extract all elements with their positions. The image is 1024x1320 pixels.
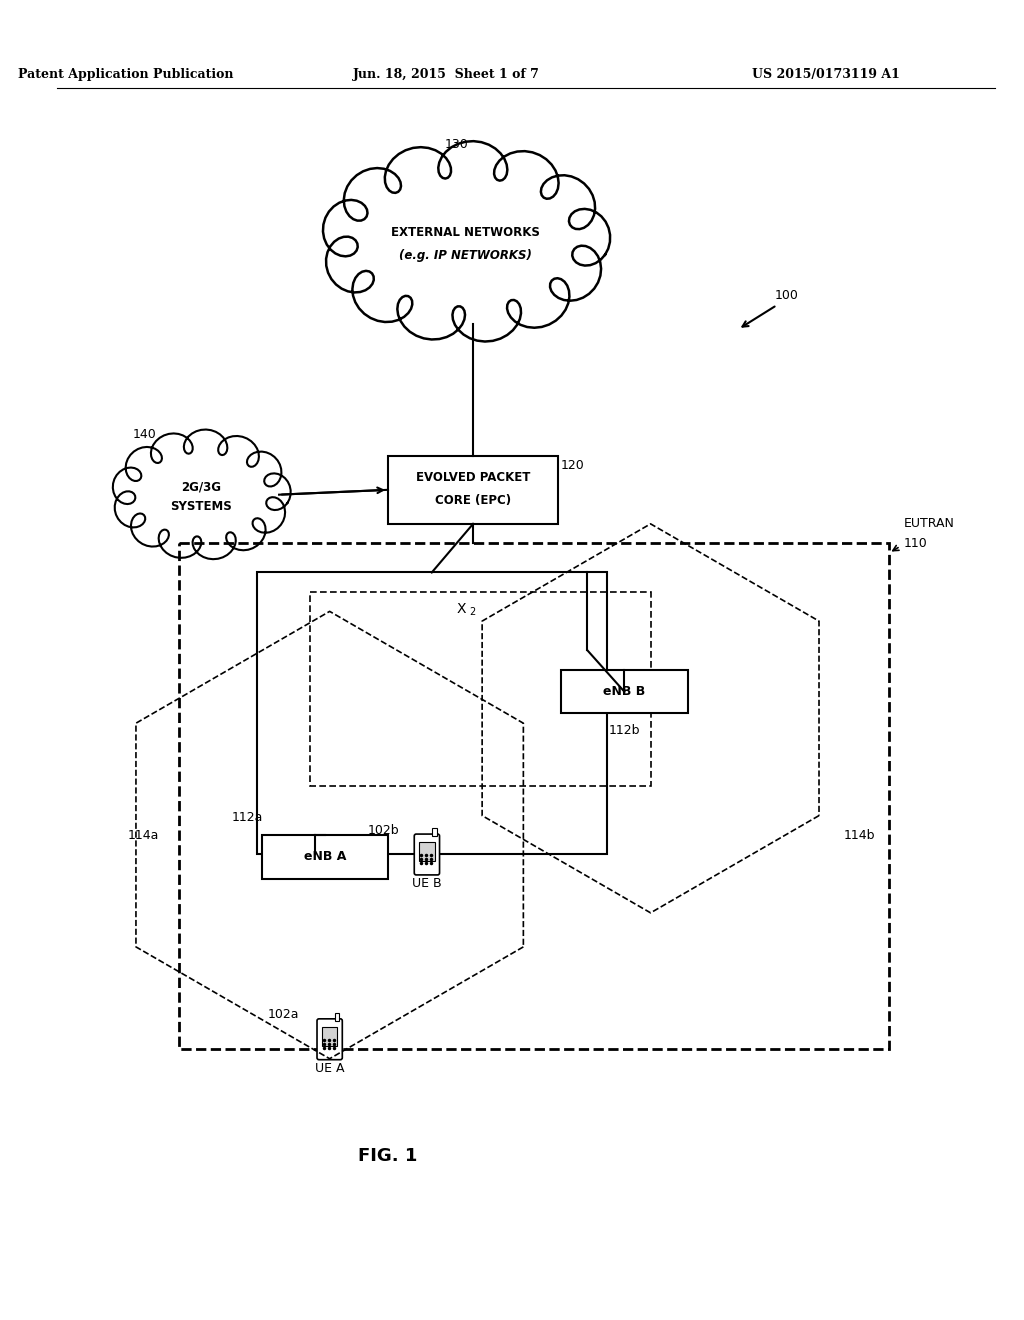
Text: EUTRAN: EUTRAN <box>903 517 954 531</box>
FancyBboxPatch shape <box>415 834 439 875</box>
Text: 120: 120 <box>561 459 585 473</box>
Text: eNB B: eNB B <box>603 685 645 698</box>
Text: 140: 140 <box>133 428 157 441</box>
Text: eNB A: eNB A <box>303 850 346 863</box>
Text: 2G/3G: 2G/3G <box>181 480 221 494</box>
Text: UE A: UE A <box>315 1061 344 1074</box>
Text: EXTERNAL NETWORKS: EXTERNAL NETWORKS <box>391 226 541 239</box>
Text: 100: 100 <box>775 289 799 302</box>
FancyBboxPatch shape <box>335 1012 339 1020</box>
Text: 2: 2 <box>469 607 476 618</box>
FancyBboxPatch shape <box>317 1019 342 1060</box>
Text: 102b: 102b <box>368 824 399 837</box>
Text: 112b: 112b <box>608 725 640 738</box>
Text: 102a: 102a <box>267 1008 299 1022</box>
Text: 112a: 112a <box>231 810 263 824</box>
FancyBboxPatch shape <box>322 1027 338 1045</box>
Text: US 2015/0173119 A1: US 2015/0173119 A1 <box>752 69 899 81</box>
Text: Patent Application Publication: Patent Application Publication <box>17 69 233 81</box>
FancyBboxPatch shape <box>561 669 687 714</box>
Text: 110: 110 <box>903 537 927 550</box>
Text: 130: 130 <box>444 139 468 150</box>
FancyBboxPatch shape <box>432 828 436 836</box>
Text: EVOLVED PACKET: EVOLVED PACKET <box>416 471 530 483</box>
Text: Jun. 18, 2015  Sheet 1 of 7: Jun. 18, 2015 Sheet 1 of 7 <box>353 69 540 81</box>
Text: 114a: 114a <box>127 829 159 842</box>
Text: 114b: 114b <box>844 829 876 842</box>
Text: CORE (EPC): CORE (EPC) <box>435 494 511 507</box>
FancyBboxPatch shape <box>419 842 434 862</box>
FancyBboxPatch shape <box>388 455 558 524</box>
Text: SYSTEMS: SYSTEMS <box>170 500 232 513</box>
Text: (e.g. IP NETWORKS): (e.g. IP NETWORKS) <box>399 249 532 261</box>
Text: X: X <box>456 602 466 616</box>
Text: FIG. 1: FIG. 1 <box>358 1147 418 1166</box>
Text: UE B: UE B <box>412 878 441 890</box>
FancyBboxPatch shape <box>261 836 388 879</box>
